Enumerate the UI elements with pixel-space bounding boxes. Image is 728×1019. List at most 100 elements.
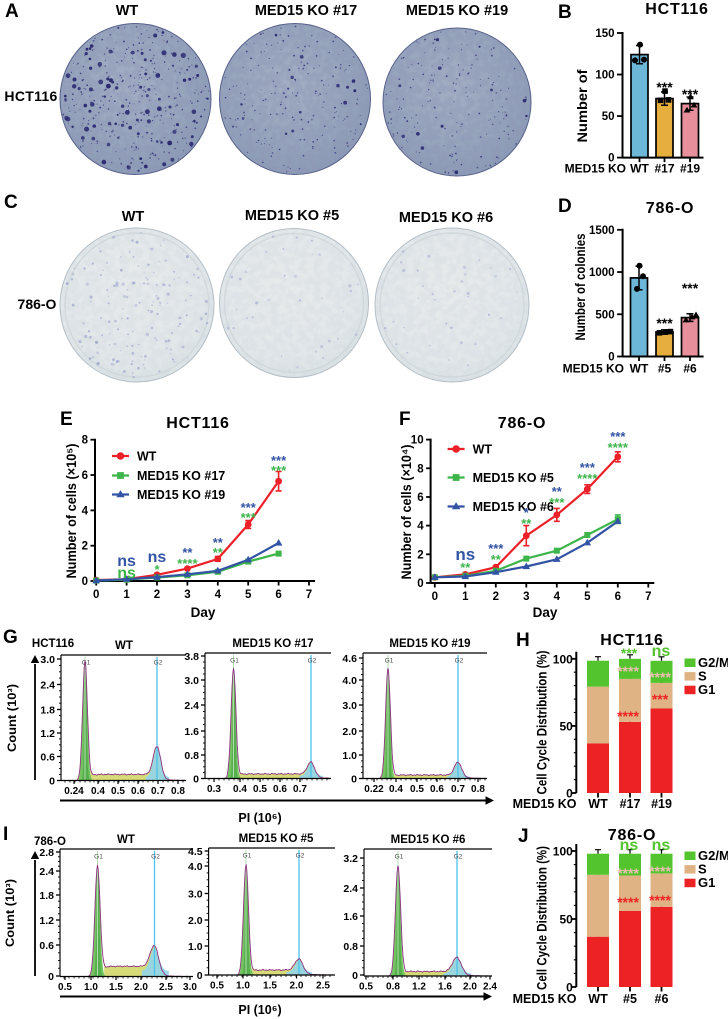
svg-text:10: 10 [411,435,424,447]
svg-text:MED15 KO #17: MED15 KO #17 [232,638,313,650]
svg-text:**: ** [182,545,193,560]
svg-text:5: 5 [584,591,591,603]
svg-text:G1: G1 [82,660,91,667]
svg-text:500: 500 [595,309,614,321]
svg-text:1: 1 [462,591,469,603]
svg-text:2.0: 2.0 [463,982,477,993]
svg-text:0.7: 0.7 [451,784,465,795]
svg-text:Day: Day [191,605,216,620]
svg-text:0.8: 0.8 [171,786,185,797]
svg-text:0.5: 0.5 [410,784,424,795]
svg-text:2.4: 2.4 [343,883,358,895]
svg-text:786-O: 786-O [18,296,57,312]
svg-text:WT: WT [116,3,139,19]
svg-text:ns: ns [455,545,475,564]
svg-text:8: 8 [82,435,89,447]
svg-text:G: G [3,627,18,648]
svg-text:3.2: 3.2 [343,853,358,865]
svg-text:0: 0 [82,576,88,588]
svg-text:0: 0 [566,787,573,801]
svg-text:J: J [518,826,529,847]
svg-text:6: 6 [417,492,423,504]
svg-text:0.4: 0.4 [91,786,105,797]
svg-text:3: 3 [523,591,529,603]
svg-text:786-O: 786-O [34,836,66,848]
svg-text:WT: WT [117,834,135,846]
svg-text:**: ** [213,545,224,560]
svg-text:1.2: 1.2 [39,915,54,927]
svg-text:1.0: 1.0 [342,750,357,762]
svg-text:**: ** [491,552,502,567]
svg-text:****: **** [577,471,598,486]
svg-text:MED15 KO #6: MED15 KO #6 [399,210,493,226]
svg-text:G1: G1 [698,682,715,697]
svg-text:786-O: 786-O [608,827,656,844]
svg-text:MED15 KO #5: MED15 KO #5 [239,833,314,845]
svg-text:50: 50 [559,719,573,733]
svg-text:0.8: 0.8 [343,941,358,953]
svg-text:0: 0 [351,774,357,786]
svg-text:***: *** [656,315,673,331]
svg-text:2.0: 2.0 [188,915,203,927]
svg-text:2.0: 2.0 [342,726,357,738]
svg-text:MED15 KO #5: MED15 KO #5 [473,471,554,485]
svg-text:4.6: 4.6 [342,653,357,665]
svg-text:6: 6 [615,591,621,603]
svg-text:3.8: 3.8 [184,651,199,663]
svg-text:H: H [516,630,530,651]
svg-text:0.5: 0.5 [58,982,72,993]
svg-text:MED15 KO #17: MED15 KO #17 [255,3,357,19]
svg-text:***: *** [241,510,257,525]
svg-text:2.5: 2.5 [316,981,330,992]
svg-text:8: 8 [417,463,424,475]
svg-text:3.0: 3.0 [188,889,203,901]
svg-text:7: 7 [306,589,312,601]
svg-text:Cell Cycle Distribution (%): Cell Cycle Distribution (%) [534,651,550,795]
svg-text:2.4: 2.4 [40,680,55,692]
svg-text:B: B [558,2,572,23]
svg-text:MED15 KO: MED15 KO [563,362,624,376]
svg-text:1.0: 1.0 [84,982,98,993]
svg-text:0.6: 0.6 [40,752,55,764]
svg-text:***: *** [656,79,673,95]
svg-text:1500: 1500 [589,225,615,237]
svg-text:MED15 KO #19: MED15 KO #19 [406,3,508,19]
svg-text:***: *** [488,541,504,556]
svg-text:4: 4 [82,505,89,517]
svg-text:WT: WT [588,797,608,811]
svg-text:2: 2 [82,541,88,553]
svg-text:HCT116: HCT116 [600,632,664,649]
svg-text:MED15 KO #6: MED15 KO #6 [473,500,554,514]
svg-text:**: ** [213,535,224,550]
svg-text:MED15 KO #6: MED15 KO #6 [391,834,466,846]
svg-text:2.8: 2.8 [39,847,54,859]
svg-text:I: I [3,824,8,845]
svg-text:0: 0 [49,776,55,788]
svg-text:Number of: Number of [574,69,590,142]
svg-text:Count (10³): Count (10³) [5,879,17,947]
svg-text:ns: ns [620,837,639,854]
svg-text:#6: #6 [683,362,697,376]
svg-text:0.4: 0.4 [233,784,247,795]
svg-text:MED15 KO #19: MED15 KO #19 [389,638,470,650]
svg-text:G1: G1 [395,854,404,861]
svg-text:**: ** [552,484,563,499]
svg-text:HCT116: HCT116 [32,638,74,650]
svg-text:***: *** [580,460,596,475]
svg-text:D: D [558,196,572,217]
svg-text:****: **** [617,865,639,881]
svg-text:0: 0 [417,578,423,590]
svg-text:***: *** [271,463,287,478]
svg-text:0.5: 0.5 [111,786,125,797]
svg-text:6: 6 [82,470,88,482]
svg-text:WT: WT [115,640,133,652]
svg-text:Number of cells (×10⁴): Number of cells (×10⁴) [398,445,414,580]
svg-text:Count (10³): Count (10³) [7,684,19,752]
svg-text:1.2: 1.2 [412,982,426,993]
svg-text:100: 100 [553,652,573,666]
svg-text:#6: #6 [655,992,669,1006]
svg-text:50: 50 [559,913,573,927]
svg-text:G1: G1 [243,853,252,860]
svg-text:E: E [60,409,73,430]
svg-text:G2: G2 [455,658,464,665]
